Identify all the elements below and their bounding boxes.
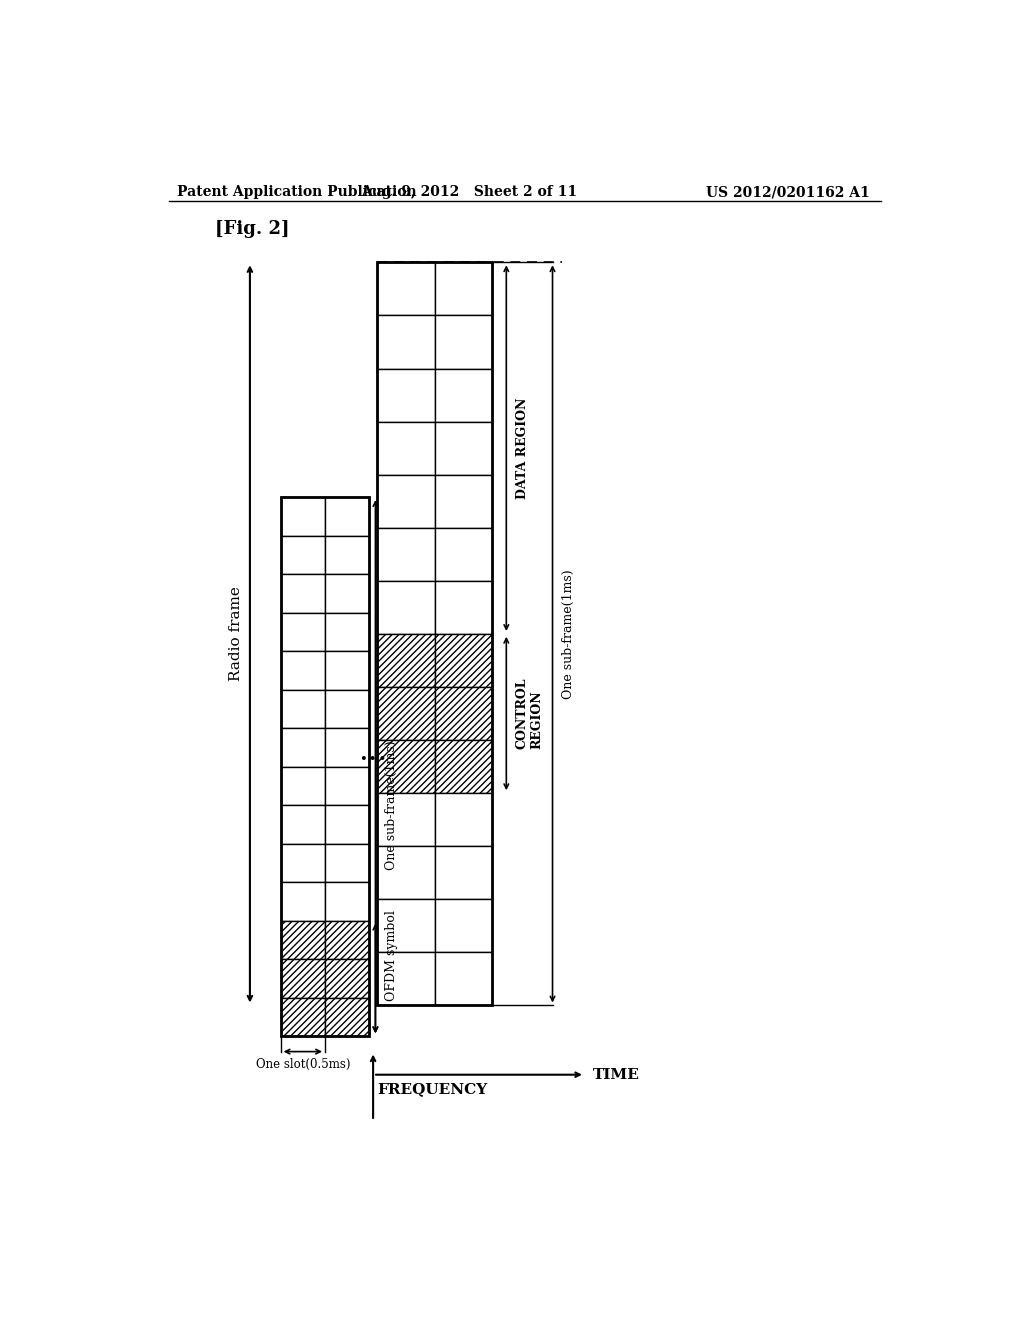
Bar <box>281 921 325 960</box>
Bar <box>281 843 325 882</box>
Bar <box>435 793 493 846</box>
Text: US 2012/0201162 A1: US 2012/0201162 A1 <box>706 185 869 199</box>
Text: Radio frame: Radio frame <box>229 586 243 681</box>
Bar <box>377 634 435 686</box>
Bar <box>325 536 370 574</box>
Text: FREQUENCY: FREQUENCY <box>377 1082 487 1097</box>
Bar <box>435 634 493 686</box>
Bar <box>281 805 325 843</box>
Bar <box>435 475 493 528</box>
Bar <box>325 767 370 805</box>
Bar <box>281 767 325 805</box>
Bar <box>377 263 435 315</box>
Bar <box>325 574 370 612</box>
Bar <box>325 729 370 767</box>
Text: ...: ... <box>358 735 388 767</box>
Bar <box>435 368 493 421</box>
Bar <box>325 651 370 689</box>
Bar <box>435 686 493 741</box>
Bar <box>281 612 325 651</box>
Bar <box>325 882 370 921</box>
Bar <box>377 793 435 846</box>
Text: OFDM symbol: OFDM symbol <box>385 909 397 1001</box>
Bar <box>377 528 435 581</box>
Bar <box>377 368 435 421</box>
Bar <box>325 960 370 998</box>
Bar <box>377 686 435 741</box>
Text: One sub-frame(1ms): One sub-frame(1ms) <box>562 569 574 698</box>
Bar <box>377 899 435 952</box>
Bar <box>281 498 370 1036</box>
Bar <box>325 689 370 729</box>
Bar <box>435 528 493 581</box>
Bar <box>377 315 435 368</box>
Bar <box>281 960 325 998</box>
Bar <box>325 498 370 536</box>
Bar <box>377 475 435 528</box>
Text: CONTROL
REGION: CONTROL REGION <box>515 677 544 750</box>
Text: Aug. 9, 2012   Sheet 2 of 11: Aug. 9, 2012 Sheet 2 of 11 <box>361 185 578 199</box>
Bar <box>377 741 435 793</box>
Bar <box>325 612 370 651</box>
Text: One sub-frame(1ms): One sub-frame(1ms) <box>385 741 397 870</box>
Bar <box>281 882 325 921</box>
Bar <box>281 651 325 689</box>
Bar <box>377 952 435 1006</box>
Bar <box>281 689 325 729</box>
Bar <box>435 421 493 475</box>
Bar <box>325 805 370 843</box>
Bar <box>435 846 493 899</box>
Bar <box>281 498 325 536</box>
Text: TIME: TIME <box>593 1068 639 1081</box>
Text: Patent Application Publication: Patent Application Publication <box>177 185 417 199</box>
Bar <box>377 581 435 634</box>
Bar <box>435 315 493 368</box>
Bar <box>325 998 370 1036</box>
Bar <box>281 536 325 574</box>
Text: DATA REGION: DATA REGION <box>515 397 528 499</box>
Bar <box>435 952 493 1006</box>
Bar <box>435 581 493 634</box>
Bar <box>435 263 493 315</box>
Bar <box>435 899 493 952</box>
Text: [Fig. 2]: [Fig. 2] <box>215 220 290 238</box>
Bar <box>377 421 435 475</box>
Bar <box>377 263 493 1006</box>
Bar <box>377 846 435 899</box>
Bar <box>281 729 325 767</box>
Bar <box>325 843 370 882</box>
Bar <box>281 998 325 1036</box>
Bar <box>435 741 493 793</box>
Text: One slot(0.5ms): One slot(0.5ms) <box>256 1057 350 1071</box>
Bar <box>325 921 370 960</box>
Bar <box>281 574 325 612</box>
